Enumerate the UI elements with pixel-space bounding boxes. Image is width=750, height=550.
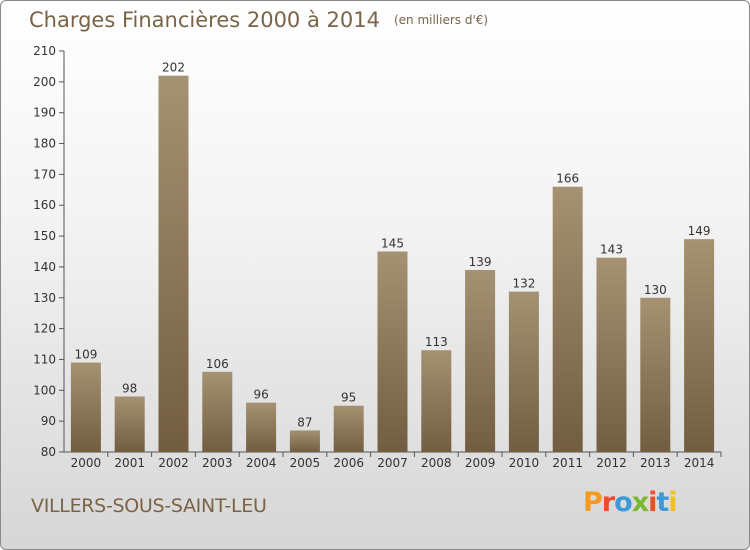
bar	[552, 186, 583, 452]
x-tick-label: 2004	[246, 456, 277, 470]
logo-letter: P	[583, 487, 603, 518]
x-tick-label: 2005	[290, 456, 321, 470]
x-tick-label: 2011	[552, 456, 583, 470]
y-tick-label: 190	[33, 106, 56, 120]
x-tick-label: 2013	[640, 456, 671, 470]
x-tick-label: 2010	[509, 456, 540, 470]
bar-value-label: 143	[600, 243, 623, 257]
y-tick-label: 170	[33, 167, 56, 181]
y-tick-label: 160	[33, 198, 56, 212]
bar-value-label: 106	[206, 357, 229, 371]
chart-subtitle: (en milliers d'€)	[393, 13, 489, 27]
chart-title-text: Charges Financières 2000 à 2014	[29, 8, 380, 32]
bar	[377, 251, 408, 452]
y-tick-label: 80	[41, 445, 56, 459]
proxiti-logo: Proxiti	[583, 487, 678, 518]
logo-letter: i	[648, 487, 657, 518]
bar	[640, 297, 671, 452]
x-tick-label: 2009	[465, 456, 496, 470]
bar	[508, 291, 539, 452]
bar-value-label: 139	[469, 255, 492, 269]
y-tick-label: 150	[33, 229, 56, 243]
x-tick-label: 2001	[114, 456, 145, 470]
bar-value-label: 98	[122, 381, 137, 395]
x-tick-label: 2002	[158, 456, 189, 470]
bar	[202, 371, 233, 452]
bar-value-label: 87	[297, 415, 312, 429]
y-tick-label: 130	[33, 291, 56, 305]
y-tick-label: 110	[33, 352, 56, 366]
bar-value-label: 96	[253, 388, 268, 402]
bar	[596, 257, 627, 452]
bar-value-label: 130	[644, 283, 667, 297]
y-tick-label: 120	[33, 322, 56, 336]
bar	[684, 239, 715, 452]
commune-name: VILLERS-SOUS-SAINT-LEU	[31, 495, 267, 517]
logo-letter: i	[668, 487, 677, 518]
bar-value-label: 113	[425, 335, 448, 349]
x-tick-label: 2014	[684, 456, 715, 470]
bar	[158, 75, 189, 452]
logo-letter: x	[631, 487, 649, 518]
y-tick-label: 180	[33, 137, 56, 151]
x-tick-label: 2008	[421, 456, 452, 470]
bar-value-label: 95	[341, 391, 356, 405]
x-tick-label: 2012	[596, 456, 627, 470]
x-tick-label: 2003	[202, 456, 233, 470]
bar	[333, 405, 364, 452]
y-tick-label: 140	[33, 260, 56, 274]
y-tick-label: 210	[33, 44, 56, 58]
bar-value-label: 109	[74, 348, 97, 362]
bar-value-label: 149	[688, 224, 711, 238]
logo-letter: o	[614, 487, 633, 518]
bar	[289, 430, 320, 452]
bar	[114, 396, 145, 452]
logo-letter: t	[656, 487, 669, 518]
logo-letter: r	[601, 487, 615, 518]
bar	[246, 402, 277, 452]
chart-title: Charges Financières 2000 à 2014 (en milli…	[29, 8, 488, 32]
x-tick-label: 2000	[71, 456, 102, 470]
y-tick-label: 100	[33, 383, 56, 397]
x-tick-label: 2007	[377, 456, 408, 470]
x-tick-label: 2006	[333, 456, 364, 470]
bar-value-label: 166	[556, 172, 579, 186]
bar	[421, 350, 452, 452]
bar	[465, 270, 496, 452]
bar	[70, 362, 101, 452]
y-tick-label: 90	[41, 414, 56, 428]
bar-value-label: 145	[381, 237, 404, 251]
bar-value-label: 132	[512, 277, 535, 291]
y-tick-label: 200	[33, 75, 56, 89]
bar-value-label: 202	[162, 61, 185, 75]
